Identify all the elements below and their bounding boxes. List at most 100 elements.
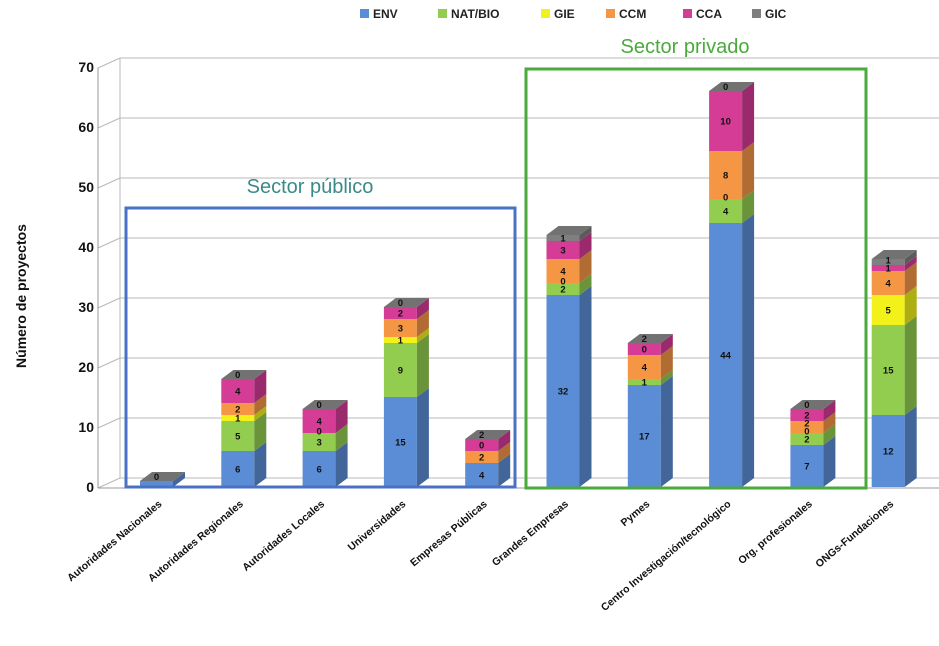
legend-label: ENV [373, 7, 398, 21]
bar-segment-side [416, 328, 429, 343]
gridline-depth [97, 237, 121, 249]
data-label: 0 [235, 370, 240, 381]
bar-segment-side [254, 412, 267, 451]
bar-segment-side [904, 406, 917, 487]
data-label: 0 [154, 472, 159, 483]
data-label: 4 [642, 363, 648, 374]
bar-segment-side [742, 214, 755, 487]
data-label: 4 [316, 417, 322, 428]
data-label: 3 [316, 438, 321, 449]
bar-segment-side [254, 394, 267, 415]
data-label: 1 [398, 336, 404, 347]
bar-segment-side [904, 256, 917, 271]
bar-segment-env [546, 295, 580, 487]
bar-segment-cca [709, 91, 743, 151]
x-tick-label: Empresas Públicas [408, 498, 490, 569]
legend-label: NAT/BIO [451, 7, 499, 21]
bar-segment-env [709, 223, 743, 487]
bar-segment-side [416, 334, 429, 397]
bar-segment-side [579, 286, 592, 487]
sector-publico-box [124, 206, 517, 489]
bar-segment-env [627, 385, 661, 487]
bar-segment-side [823, 412, 836, 433]
bar-stack: 32 204 31 [546, 226, 592, 487]
bar-top-cap [627, 334, 673, 343]
data-label: 4 [479, 471, 485, 482]
data-label: 1 [235, 414, 241, 425]
data-label: 1 [886, 264, 892, 275]
data-label: 15 [395, 438, 406, 449]
bar-segment-side [660, 346, 673, 379]
bar-segment-natbio [221, 421, 255, 451]
bar-segment-natbio [627, 379, 661, 385]
bar-segment-env [790, 445, 824, 487]
gridline-depth [97, 417, 121, 429]
bar-top-cap [302, 400, 348, 409]
bar-top-cap [465, 430, 511, 439]
bar-segment-side [498, 454, 511, 487]
legend: ENV NAT/BIO GIE CCM CCA GIC [360, 7, 787, 21]
bar-segment-side [416, 388, 429, 487]
gridline-depth [97, 177, 121, 189]
bar-segment-ccm [383, 319, 417, 337]
data-label: 0 [642, 345, 647, 356]
bar-segment-ccm [790, 421, 824, 433]
data-label: 2 [398, 309, 403, 320]
y-tick-label: 60 [78, 119, 94, 135]
bar-segment-gic [546, 235, 580, 241]
x-tick-label: Org. profesionales [736, 498, 815, 567]
data-label: 0 [316, 427, 321, 438]
bar-segment-ccm [546, 259, 580, 283]
bar-segment-cca [546, 241, 580, 259]
legend-swatch [683, 9, 692, 18]
gridline-depth [97, 117, 121, 129]
x-tick-label: Autoridades Regionales [146, 498, 246, 585]
bar-segment-side [254, 370, 267, 403]
bar-segment-natbio [790, 433, 824, 445]
bar-segment-side [498, 430, 511, 451]
bar-top-cap [140, 472, 185, 481]
bar-segment-ccm [627, 355, 661, 379]
bar-segment-env [140, 481, 173, 487]
x-tick-label: ONGs-Fundaciones [813, 498, 896, 570]
data-label: 32 [558, 387, 569, 398]
bar-top-cap [221, 370, 267, 379]
data-label: 1 [560, 234, 566, 245]
data-label: 2 [804, 435, 809, 446]
data-label: 4 [235, 387, 241, 398]
bar-top-cap [546, 226, 592, 235]
bar-top-cap [709, 82, 755, 91]
bar-segment-env [871, 415, 905, 487]
bar-stack: 17 1 4 02 [627, 334, 673, 487]
data-label: 3 [398, 324, 403, 335]
bar-segment-ccm [709, 151, 743, 199]
x-tick-label: Pymes [619, 498, 653, 529]
bar-segment-natbio [302, 433, 336, 451]
sector-publico-label: Sector público [247, 176, 374, 198]
bar-segment-cca [221, 379, 255, 403]
bar-segment-side [254, 442, 267, 487]
bar-segment-side [823, 436, 836, 487]
bar-stack: 4 202 [465, 430, 511, 487]
data-label: 10 [720, 117, 731, 128]
data-label: 8 [723, 171, 728, 182]
bar-segment-ccm [871, 271, 905, 295]
x-tick-label: Centro Investigación/tecnológico [599, 498, 734, 614]
bar-segment-side [579, 226, 592, 241]
bar-segment-cca [383, 307, 417, 319]
bar-segment-env [383, 397, 417, 487]
bar-segment-side [254, 406, 267, 421]
legend-swatch [541, 9, 550, 18]
bar-segment-cca [465, 439, 499, 451]
bar-segment-side [660, 334, 673, 355]
bar-segment-side [742, 190, 755, 223]
bar-segment-natbio [546, 283, 580, 295]
bar-segment-cca [302, 409, 336, 433]
data-label: 2 [479, 430, 484, 441]
data-label: 12 [883, 447, 894, 458]
data-label: 15 [883, 366, 894, 377]
data-label: 3 [560, 246, 565, 257]
